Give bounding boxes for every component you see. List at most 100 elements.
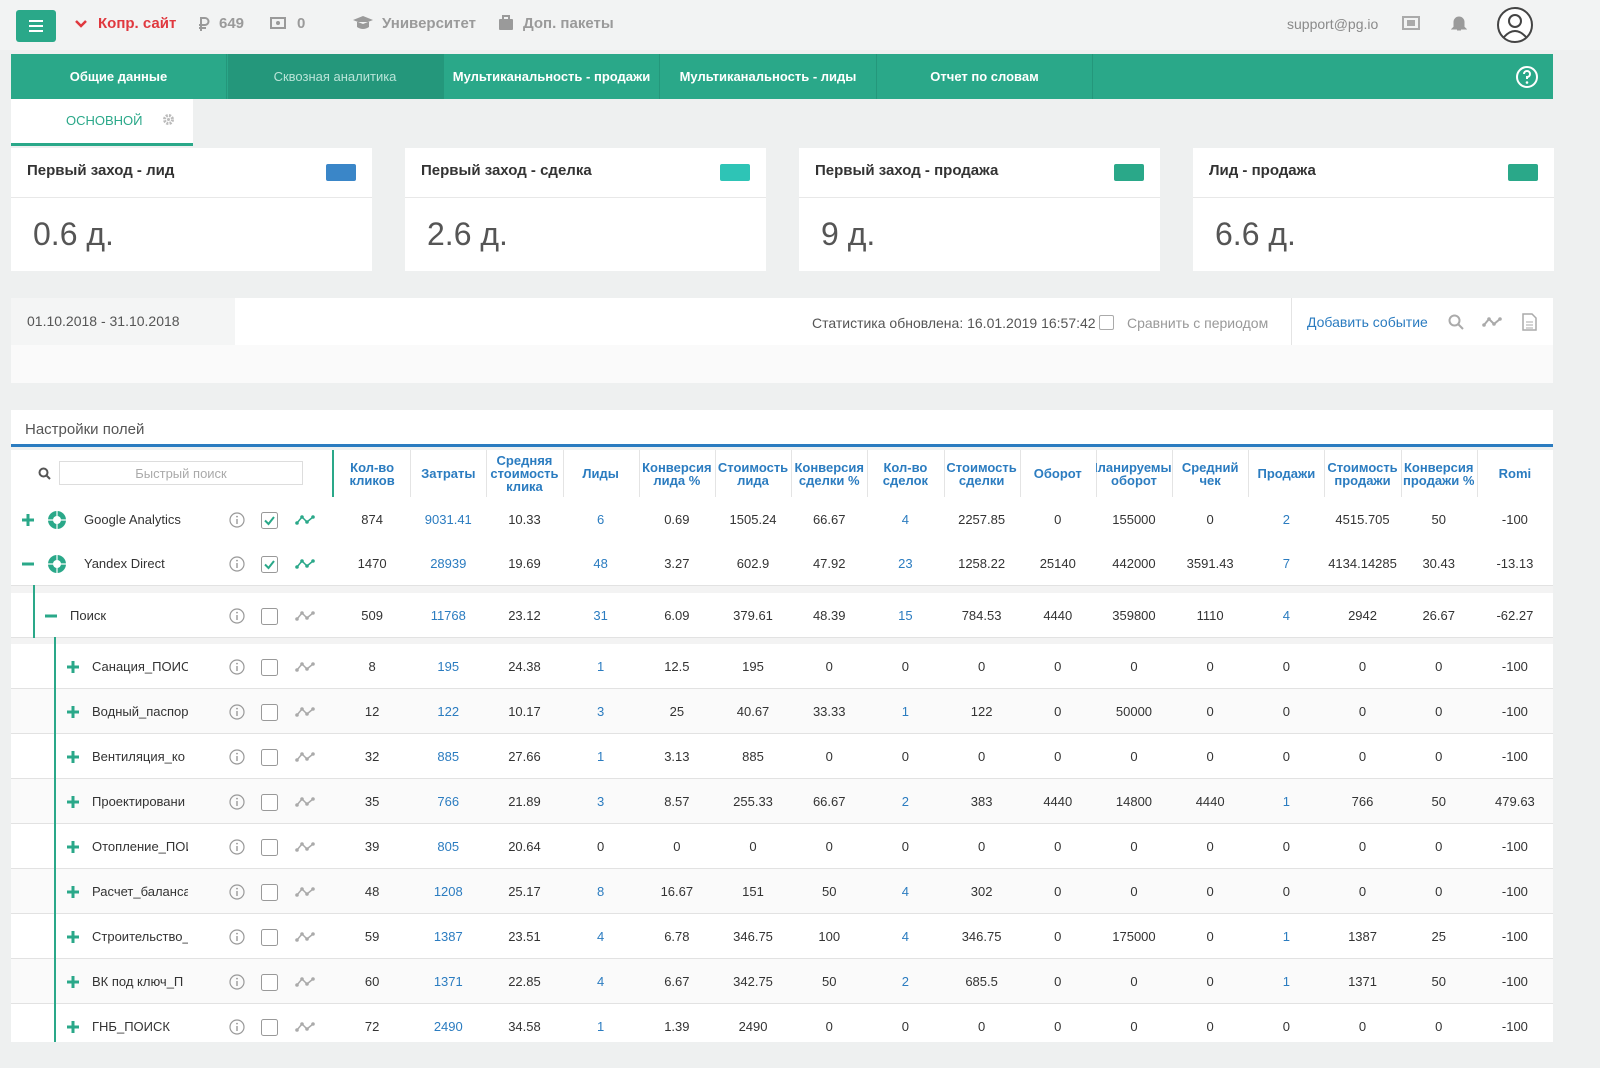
chart-icon[interactable] xyxy=(1482,316,1504,328)
table-cell[interactable]: 1 xyxy=(597,659,605,674)
expand-button[interactable] xyxy=(67,930,79,943)
project-name[interactable]: Копр. сайт xyxy=(98,15,177,32)
table-cell[interactable]: 1 xyxy=(1282,929,1290,944)
row-chart-icon[interactable] xyxy=(295,841,315,853)
table-cell[interactable]: 2 xyxy=(901,974,910,989)
row-name[interactable]: Вентиляция_ко xyxy=(92,748,185,764)
info-icon[interactable] xyxy=(229,1018,245,1035)
search-icon[interactable] xyxy=(1448,314,1464,330)
collapse-button[interactable] xyxy=(45,610,57,622)
table-cell[interactable]: 4 xyxy=(901,884,910,899)
tab[interactable]: Мультиканальность - лиды xyxy=(661,54,877,99)
row-chart-icon[interactable] xyxy=(295,976,315,988)
table-cell[interactable]: 2490 xyxy=(433,1019,463,1034)
info-icon[interactable] xyxy=(229,883,245,900)
table-cell[interactable]: 122 xyxy=(437,704,460,719)
table-cell[interactable]: 4 xyxy=(597,929,605,944)
expand-button[interactable] xyxy=(67,975,79,988)
row-name[interactable]: Отопление_ПОИ xyxy=(92,838,188,854)
table-cell[interactable]: 1387 xyxy=(433,929,463,944)
row-checkbox[interactable] xyxy=(261,1018,278,1036)
column-header[interactable]: Кол-во сделок xyxy=(882,459,929,488)
tab[interactable]: Сквозная аналитика xyxy=(227,54,444,99)
expand-button[interactable] xyxy=(22,513,34,526)
table-cell[interactable]: 1 xyxy=(597,749,605,764)
table-cell[interactable]: 1 xyxy=(1282,974,1290,989)
compare-checkbox[interactable] xyxy=(1099,315,1114,330)
table-cell[interactable]: 3 xyxy=(597,704,605,719)
row-checkbox[interactable] xyxy=(261,511,278,529)
column-header[interactable]: Лиды xyxy=(582,466,619,481)
bell-icon[interactable] xyxy=(1451,14,1467,32)
tab[interactable]: Общие данные xyxy=(11,54,227,99)
table-cell[interactable]: 4 xyxy=(901,929,910,944)
row-checkbox[interactable] xyxy=(261,607,278,625)
export-icon[interactable] xyxy=(1522,313,1537,331)
row-name[interactable]: ГНБ_ПОИСК xyxy=(92,1018,170,1034)
column-header[interactable]: Конверсия сделки % xyxy=(794,459,864,488)
row-checkbox[interactable] xyxy=(261,883,278,901)
column-header[interactable]: Стоимость сделки xyxy=(946,459,1017,488)
row-chart-icon[interactable] xyxy=(295,514,315,526)
table-cell[interactable]: 28939 xyxy=(430,556,467,571)
subtab[interactable]: ОСНОВНОЙ xyxy=(11,99,193,146)
table-cell[interactable]: 4 xyxy=(901,512,910,527)
tab[interactable]: Отчет по словам xyxy=(877,54,1093,99)
packages-link[interactable]: Доп. пакеты xyxy=(523,15,614,32)
row-chart-icon[interactable] xyxy=(295,1021,315,1033)
column-header[interactable]: Конверсия лида % xyxy=(642,459,712,488)
info-icon[interactable] xyxy=(229,973,245,990)
row-name[interactable]: Расчет_баланса xyxy=(92,883,188,899)
row-chart-icon[interactable] xyxy=(295,706,315,718)
info-icon[interactable] xyxy=(229,511,245,528)
row-checkbox[interactable] xyxy=(261,748,278,766)
tab[interactable]: Мультиканальность - продажи xyxy=(444,54,660,99)
row-name[interactable]: ВК под ключ_П xyxy=(92,973,184,989)
column-header[interactable]: Romi xyxy=(1498,466,1532,481)
menu-button[interactable] xyxy=(16,10,56,42)
university-link[interactable]: Университет xyxy=(382,15,476,32)
row-checkbox[interactable] xyxy=(261,838,278,856)
table-cell[interactable]: 2 xyxy=(901,794,910,809)
table-cell[interactable]: 805 xyxy=(437,839,460,854)
table-cell[interactable]: 4 xyxy=(1282,608,1290,623)
column-header[interactable]: Продажи xyxy=(1257,466,1316,481)
row-name[interactable]: Yandex Direct xyxy=(84,555,165,571)
expand-button[interactable] xyxy=(67,885,79,898)
table-cell[interactable]: 1 xyxy=(597,1019,605,1034)
info-icon[interactable] xyxy=(229,928,245,945)
expand-button[interactable] xyxy=(67,705,79,718)
table-cell[interactable]: 7 xyxy=(1282,556,1290,571)
table-cell[interactable]: 31 xyxy=(593,608,608,623)
table-cell[interactable]: 15 xyxy=(898,608,913,623)
table-cell[interactable]: 1 xyxy=(1282,794,1290,809)
gear-icon[interactable] xyxy=(162,113,175,126)
collapse-button[interactable] xyxy=(22,558,34,570)
row-checkbox[interactable] xyxy=(261,658,278,676)
row-name[interactable]: Поиск xyxy=(70,607,107,623)
info-icon[interactable] xyxy=(229,607,245,624)
field-settings-bar[interactable]: Настройки полей xyxy=(11,410,1553,447)
info-icon[interactable] xyxy=(229,793,245,810)
row-chart-icon[interactable] xyxy=(295,751,315,763)
help-icon[interactable] xyxy=(1515,65,1539,89)
table-cell[interactable]: 9031.41 xyxy=(424,512,472,527)
table-cell[interactable]: 1 xyxy=(901,704,910,719)
row-chart-icon[interactable] xyxy=(295,931,315,943)
column-header[interactable]: Затраты xyxy=(421,466,476,481)
table-cell[interactable]: 8 xyxy=(597,884,605,899)
expand-button[interactable] xyxy=(67,795,79,808)
wallet-icon[interactable] xyxy=(1402,16,1420,30)
table-cell[interactable]: 766 xyxy=(437,794,460,809)
row-name[interactable]: Санация_ПОИС xyxy=(92,658,188,674)
table-cell[interactable]: 1371 xyxy=(433,974,463,989)
row-chart-icon[interactable] xyxy=(295,558,315,570)
compare-label[interactable]: Сравнить с периодом xyxy=(1127,315,1269,331)
table-cell[interactable]: 2 xyxy=(1282,512,1290,527)
subtab-label[interactable]: ОСНОВНОЙ xyxy=(66,113,143,128)
column-header[interactable]: Планируемый оборот xyxy=(1096,459,1172,488)
table-cell[interactable]: 195 xyxy=(437,659,460,674)
row-name[interactable]: Водный_паспор xyxy=(92,703,188,719)
info-icon[interactable] xyxy=(229,555,245,572)
row-checkbox[interactable] xyxy=(261,928,278,946)
